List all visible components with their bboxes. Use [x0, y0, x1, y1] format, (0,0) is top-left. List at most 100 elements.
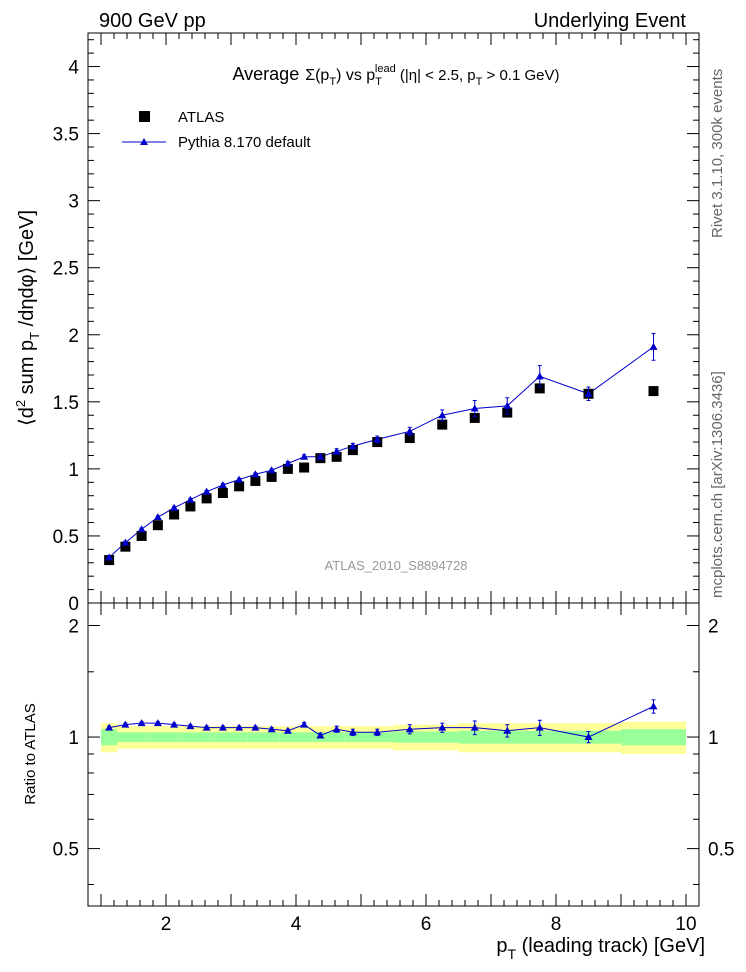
pythia-point	[283, 459, 292, 467]
atlas-point	[217, 488, 228, 499]
legend-atlas-marker	[139, 111, 150, 122]
ratio-band-green	[279, 732, 296, 742]
pythia-point	[186, 495, 195, 503]
ratio-point	[267, 725, 276, 733]
pythia-point	[300, 452, 309, 460]
main-ytick-label: 1	[68, 460, 79, 481]
main-ytick-label: 1.5	[53, 393, 79, 414]
main-panel: 0 0.5 1 1.5 2 2.5 3 3.5 4 Average Σ(pT) vs pTlead…	[13, 32, 700, 615]
atlas-point	[136, 530, 147, 541]
atlas-point	[404, 433, 415, 444]
ratio-panel: 2 4 6 8 10 0.5 0.5 1 1 2 2 Ratio to ATLAS pT (lead…	[22, 602, 734, 962]
main-ytick-label: 0	[68, 594, 79, 615]
atlas-point	[201, 493, 212, 504]
ratio-point	[300, 720, 309, 728]
pythia-point	[503, 401, 512, 409]
atlas-point	[234, 481, 245, 492]
main-ytick-label: 0.5	[53, 527, 79, 548]
header-left: 900 GeV pp	[99, 10, 206, 32]
ratio-point	[170, 720, 179, 728]
atlas-point	[534, 383, 545, 394]
ratio-point	[105, 723, 114, 731]
atlas-point	[437, 419, 448, 430]
ratio-band-green	[393, 731, 426, 743]
ratio-band-green	[426, 731, 459, 743]
ratio-point	[283, 726, 292, 734]
pythia-point	[267, 466, 276, 474]
legend-pythia-marker	[140, 138, 148, 145]
ratio-point	[186, 722, 195, 730]
ratio-point	[373, 728, 382, 736]
atlas-point	[152, 520, 163, 531]
ratio-xlabel: pT (leading track) [GeV]	[496, 935, 705, 962]
pythia-point	[170, 503, 179, 511]
ratio-band-green	[328, 732, 345, 742]
ratio-band-green	[117, 732, 134, 742]
atlas-point	[120, 541, 131, 552]
ratio-ytick-label: 1	[68, 728, 79, 749]
main-ytick-label: 4	[68, 58, 79, 79]
ratio-ytick-label: 2	[68, 616, 79, 637]
atlas-point	[347, 445, 358, 456]
atlas-point	[331, 451, 342, 462]
ratio-point	[649, 702, 658, 710]
ratio-band-green	[621, 729, 686, 746]
ratio-line	[109, 705, 654, 738]
atlas-point	[299, 462, 310, 473]
pythia-line	[108, 346, 654, 558]
ratio-ytick-label: 0.5	[708, 840, 734, 861]
pythia-point	[105, 553, 114, 561]
ratio-xtick-label: 6	[421, 914, 432, 935]
mcplots-label: mcplots.cern.ch [arXiv:1306.3436]	[709, 371, 726, 598]
main-ylabel: ⟨d2 sum pT /dηdφ⟩ [GeV]	[13, 210, 42, 426]
ratio-xtick-label: 10	[675, 914, 696, 935]
main-ytick-label: 2	[68, 326, 79, 347]
ratio-band-green	[166, 732, 183, 742]
ratio-band-green	[296, 732, 313, 742]
ratio-ytick-label: 2	[708, 616, 719, 637]
ratio-xtick-label: 8	[551, 914, 562, 935]
atlas-point	[266, 471, 277, 482]
ratio-band-green	[523, 730, 556, 744]
pythia-point	[649, 342, 658, 350]
pythia-point	[535, 372, 544, 380]
main-ytick-label: 3	[68, 192, 79, 213]
header-right: Underlying Event	[534, 10, 687, 32]
ratio-band-green	[361, 732, 394, 742]
pythia-point	[316, 452, 325, 460]
main-ytick-label: 3.5	[53, 125, 79, 146]
rivet-label: Rivet 3.1.10, 300k events	[709, 69, 726, 238]
atlas-point	[282, 463, 293, 474]
ratio-point	[332, 725, 341, 733]
ratio-band-green	[231, 732, 248, 742]
ratio-band-green	[458, 730, 491, 744]
ratio-point	[348, 728, 357, 736]
ratio-point	[584, 733, 593, 741]
ratio-point	[535, 723, 544, 731]
pythia-point	[202, 487, 211, 495]
ratio-ytick-label: 1	[708, 728, 719, 749]
pythia-point	[584, 389, 593, 397]
ratio-band-green	[263, 732, 280, 742]
atlas-point	[648, 386, 659, 397]
ratio-point	[153, 719, 162, 727]
ratio-frame	[87, 602, 700, 907]
ratio-band-green	[198, 732, 215, 742]
pythia-point	[218, 480, 227, 488]
atlas-point	[250, 475, 261, 486]
ratio-ytick-label: 0.5	[53, 840, 79, 861]
ratio-point	[316, 731, 325, 739]
atlas-point	[169, 509, 180, 520]
legend: ATLAS Pythia 8.170 default	[122, 109, 311, 151]
atlas-point	[185, 501, 196, 512]
ratio-xtick-label: 4	[291, 914, 302, 935]
pythia-point	[235, 475, 244, 483]
atlas-point	[469, 412, 480, 423]
ratio-point	[438, 723, 447, 731]
main-ytick-label: 2.5	[53, 259, 79, 280]
pythia-point	[153, 513, 162, 521]
pythia-point	[438, 411, 447, 419]
ratio-band-green	[344, 732, 361, 742]
ratio-point	[137, 719, 146, 727]
